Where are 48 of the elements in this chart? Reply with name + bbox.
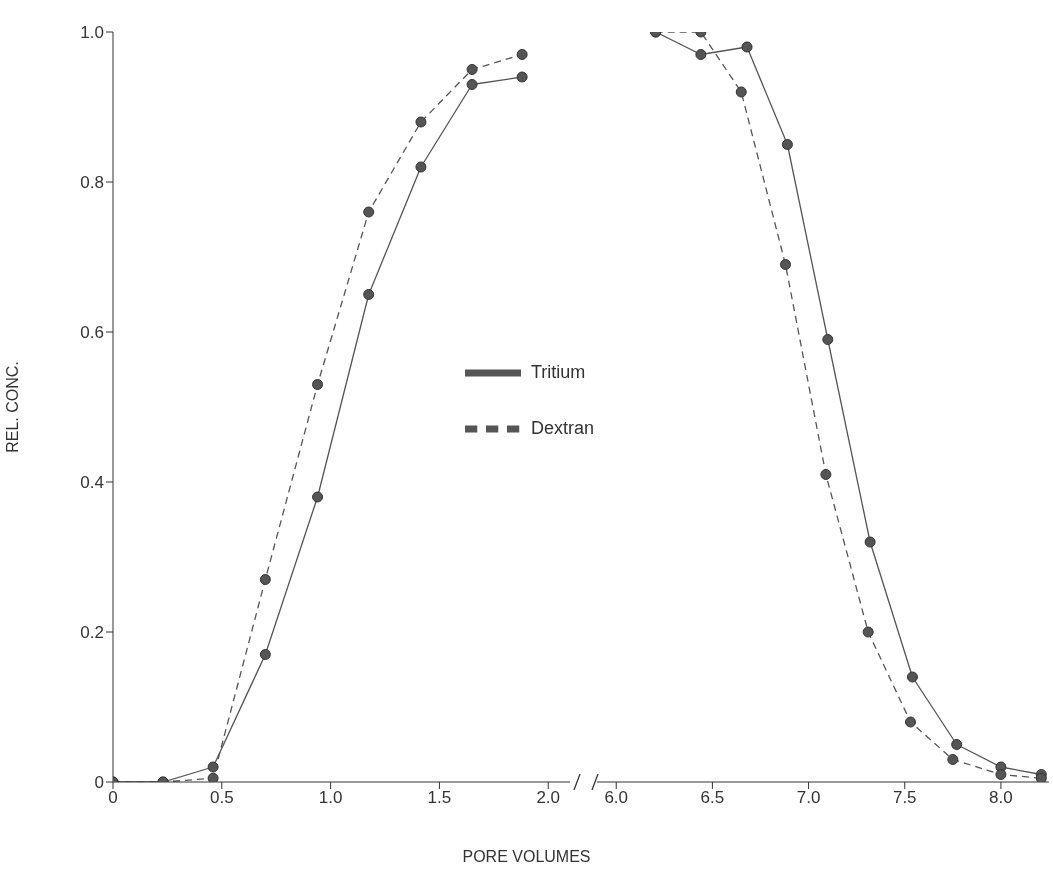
y-tick-label: 0.2 bbox=[80, 623, 104, 643]
x-tick-label: 0 bbox=[108, 788, 118, 808]
point bbox=[259, 574, 271, 585]
point bbox=[695, 49, 707, 60]
point bbox=[741, 41, 753, 53]
point bbox=[905, 716, 917, 728]
legend-label: Tritium bbox=[531, 361, 586, 382]
point bbox=[466, 64, 478, 75]
point bbox=[951, 739, 963, 750]
point bbox=[415, 161, 427, 173]
x-tick-label: 7.0 bbox=[796, 788, 821, 808]
point bbox=[516, 71, 528, 83]
x-tick-label: 6.5 bbox=[700, 788, 725, 808]
point bbox=[995, 769, 1007, 780]
point bbox=[363, 206, 375, 218]
point bbox=[735, 86, 747, 98]
x-axis-title: PORE VOLUMES bbox=[461, 848, 592, 866]
y-tick-label: 0.4 bbox=[80, 473, 104, 493]
point bbox=[415, 116, 427, 128]
point bbox=[822, 334, 834, 345]
point bbox=[259, 649, 271, 660]
legend-label: Dextran bbox=[531, 417, 595, 438]
y-tick-label: 0 bbox=[94, 773, 104, 793]
y-tick-label: 0.8 bbox=[80, 173, 104, 193]
point bbox=[363, 289, 375, 300]
x-tick-label: 6.0 bbox=[604, 788, 629, 808]
x-tick-label: 2.0 bbox=[536, 788, 561, 808]
y-axis-title: REL. CONC. bbox=[3, 361, 21, 453]
y-tick-label: 1.0 bbox=[80, 23, 104, 43]
x-tick-label: 1.0 bbox=[318, 788, 343, 808]
point bbox=[312, 379, 324, 390]
x-tick-label: 1.5 bbox=[427, 788, 452, 808]
point bbox=[906, 671, 918, 683]
point bbox=[947, 754, 959, 765]
y-tick-label: 0.6 bbox=[80, 323, 104, 343]
point bbox=[864, 536, 876, 548]
point bbox=[820, 469, 832, 480]
point bbox=[779, 259, 791, 270]
x-tick-label: 8.0 bbox=[989, 788, 1013, 808]
point bbox=[312, 491, 324, 503]
point bbox=[862, 626, 874, 638]
x-tick-label: 7.5 bbox=[892, 788, 917, 808]
point bbox=[516, 49, 528, 60]
point bbox=[466, 79, 478, 90]
x-tick-label: 0.5 bbox=[209, 788, 234, 808]
point bbox=[781, 139, 793, 150]
point bbox=[207, 772, 219, 782]
point bbox=[207, 761, 219, 773]
